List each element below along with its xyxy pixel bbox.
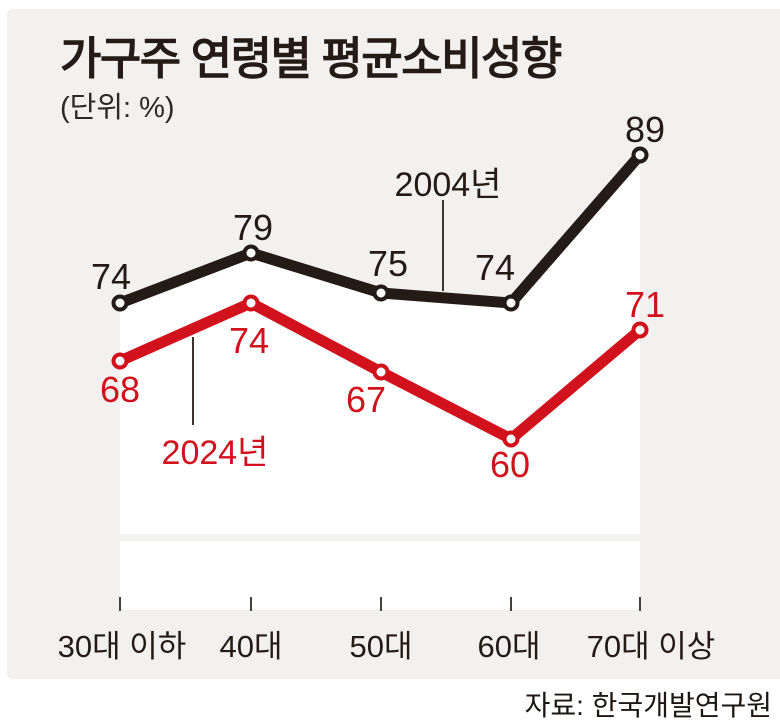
- plot-area-fill: [120, 155, 640, 534]
- series-label-2024: 2024년: [162, 434, 269, 472]
- value-label-2024-40s: 74: [229, 320, 269, 361]
- value-label-2004-70s: 89: [625, 109, 665, 150]
- category-label-60s: 60대: [477, 629, 540, 664]
- value-label-2004-30s: 74: [91, 256, 131, 297]
- category-label-30s: 30대 이하: [58, 629, 187, 664]
- value-label-2024-50s: 67: [346, 379, 386, 420]
- point-2024-30s: [111, 352, 129, 370]
- value-label-2024-30s: 68: [100, 369, 140, 410]
- value-label-2024-70s: 71: [625, 284, 665, 325]
- category-label-70s: 70대 이상: [587, 629, 716, 664]
- source-credit: 자료: 한국개발연구원: [524, 690, 772, 721]
- point-2024-70s: [631, 321, 649, 339]
- point-2024-60s: [502, 430, 520, 448]
- point-2004-60s: [502, 294, 520, 312]
- point-2004-40s: [242, 244, 260, 262]
- chart-title: 가구주 연령별 평균소비성향: [60, 33, 562, 84]
- category-label-40s: 40대: [219, 629, 282, 664]
- point-2004-50s: [372, 284, 390, 302]
- series-label-2004: 2004년: [395, 166, 502, 204]
- point-2004-30s: [111, 294, 129, 312]
- point-2024-50s: [372, 363, 390, 381]
- value-label-2024-60s: 60: [490, 444, 530, 485]
- point-2024-40s: [242, 294, 260, 312]
- unit-label: (단위: %): [60, 92, 175, 124]
- point-2004-70s: [631, 146, 649, 164]
- value-label-2004-60s: 74: [475, 247, 515, 288]
- value-label-2004-50s: 75: [368, 243, 408, 284]
- value-label-2004-40s: 79: [233, 207, 273, 248]
- category-label-50s: 50대: [349, 629, 412, 664]
